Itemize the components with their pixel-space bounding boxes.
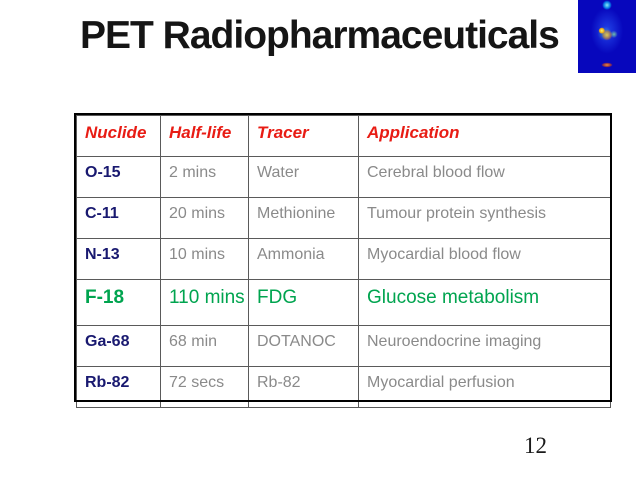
- pet-scan-image: [578, 0, 636, 73]
- table-row: N-13 10 mins Ammonia Myocardial blood fl…: [76, 238, 611, 280]
- cell-nuclide: Rb-82: [76, 366, 161, 408]
- table-header-row: Nuclide Half-life Tracer Application: [76, 115, 611, 157]
- column-header-half-life: Half-life: [160, 115, 249, 157]
- cell-application: Myocardial blood flow: [358, 238, 611, 280]
- cell-half-life: 72 secs: [160, 366, 249, 408]
- cell-tracer: Rb-82: [248, 366, 359, 408]
- cell-tracer: Methionine: [248, 197, 359, 239]
- table-row-highlighted: F-18 110 mins FDG Glucose metabolism: [76, 279, 611, 326]
- cell-nuclide: C-11: [76, 197, 161, 239]
- cell-half-life: 110 mins: [160, 279, 249, 326]
- table-row: Rb-82 72 secs Rb-82 Myocardial perfusion: [76, 366, 611, 408]
- cell-nuclide: O-15: [76, 156, 161, 198]
- page-number: 12: [524, 433, 547, 458]
- cell-tracer: Water: [248, 156, 359, 198]
- column-header-tracer: Tracer: [248, 115, 359, 157]
- cell-application: Myocardial perfusion: [358, 366, 611, 408]
- cell-application: Neuroendocrine imaging: [358, 325, 611, 367]
- cell-application: Glucose metabolism: [358, 279, 611, 326]
- column-header-nuclide: Nuclide: [76, 115, 161, 157]
- page-title: PET Radiopharmaceuticals: [80, 14, 560, 57]
- cell-application: Tumour protein synthesis: [358, 197, 611, 239]
- cell-half-life: 20 mins: [160, 197, 249, 239]
- cell-tracer: Ammonia: [248, 238, 359, 280]
- cell-half-life: 10 mins: [160, 238, 249, 280]
- table-row: Ga-68 68 min DOTANOC Neuroendocrine imag…: [76, 325, 611, 367]
- radiopharmaceuticals-table: Nuclide Half-life Tracer Application O-1…: [76, 115, 611, 408]
- cell-nuclide: N-13: [76, 238, 161, 280]
- cell-tracer: FDG: [248, 279, 359, 326]
- cell-tracer: DOTANOC: [248, 325, 359, 367]
- cell-half-life: 68 min: [160, 325, 249, 367]
- table-row: C-11 20 mins Methionine Tumour protein s…: [76, 197, 611, 239]
- table-row: O-15 2 mins Water Cerebral blood flow: [76, 156, 611, 198]
- cell-half-life: 2 mins: [160, 156, 249, 198]
- cell-nuclide: F-18: [76, 279, 161, 326]
- cell-application: Cerebral blood flow: [358, 156, 611, 198]
- cell-nuclide: Ga-68: [76, 325, 161, 367]
- column-header-application: Application: [358, 115, 611, 157]
